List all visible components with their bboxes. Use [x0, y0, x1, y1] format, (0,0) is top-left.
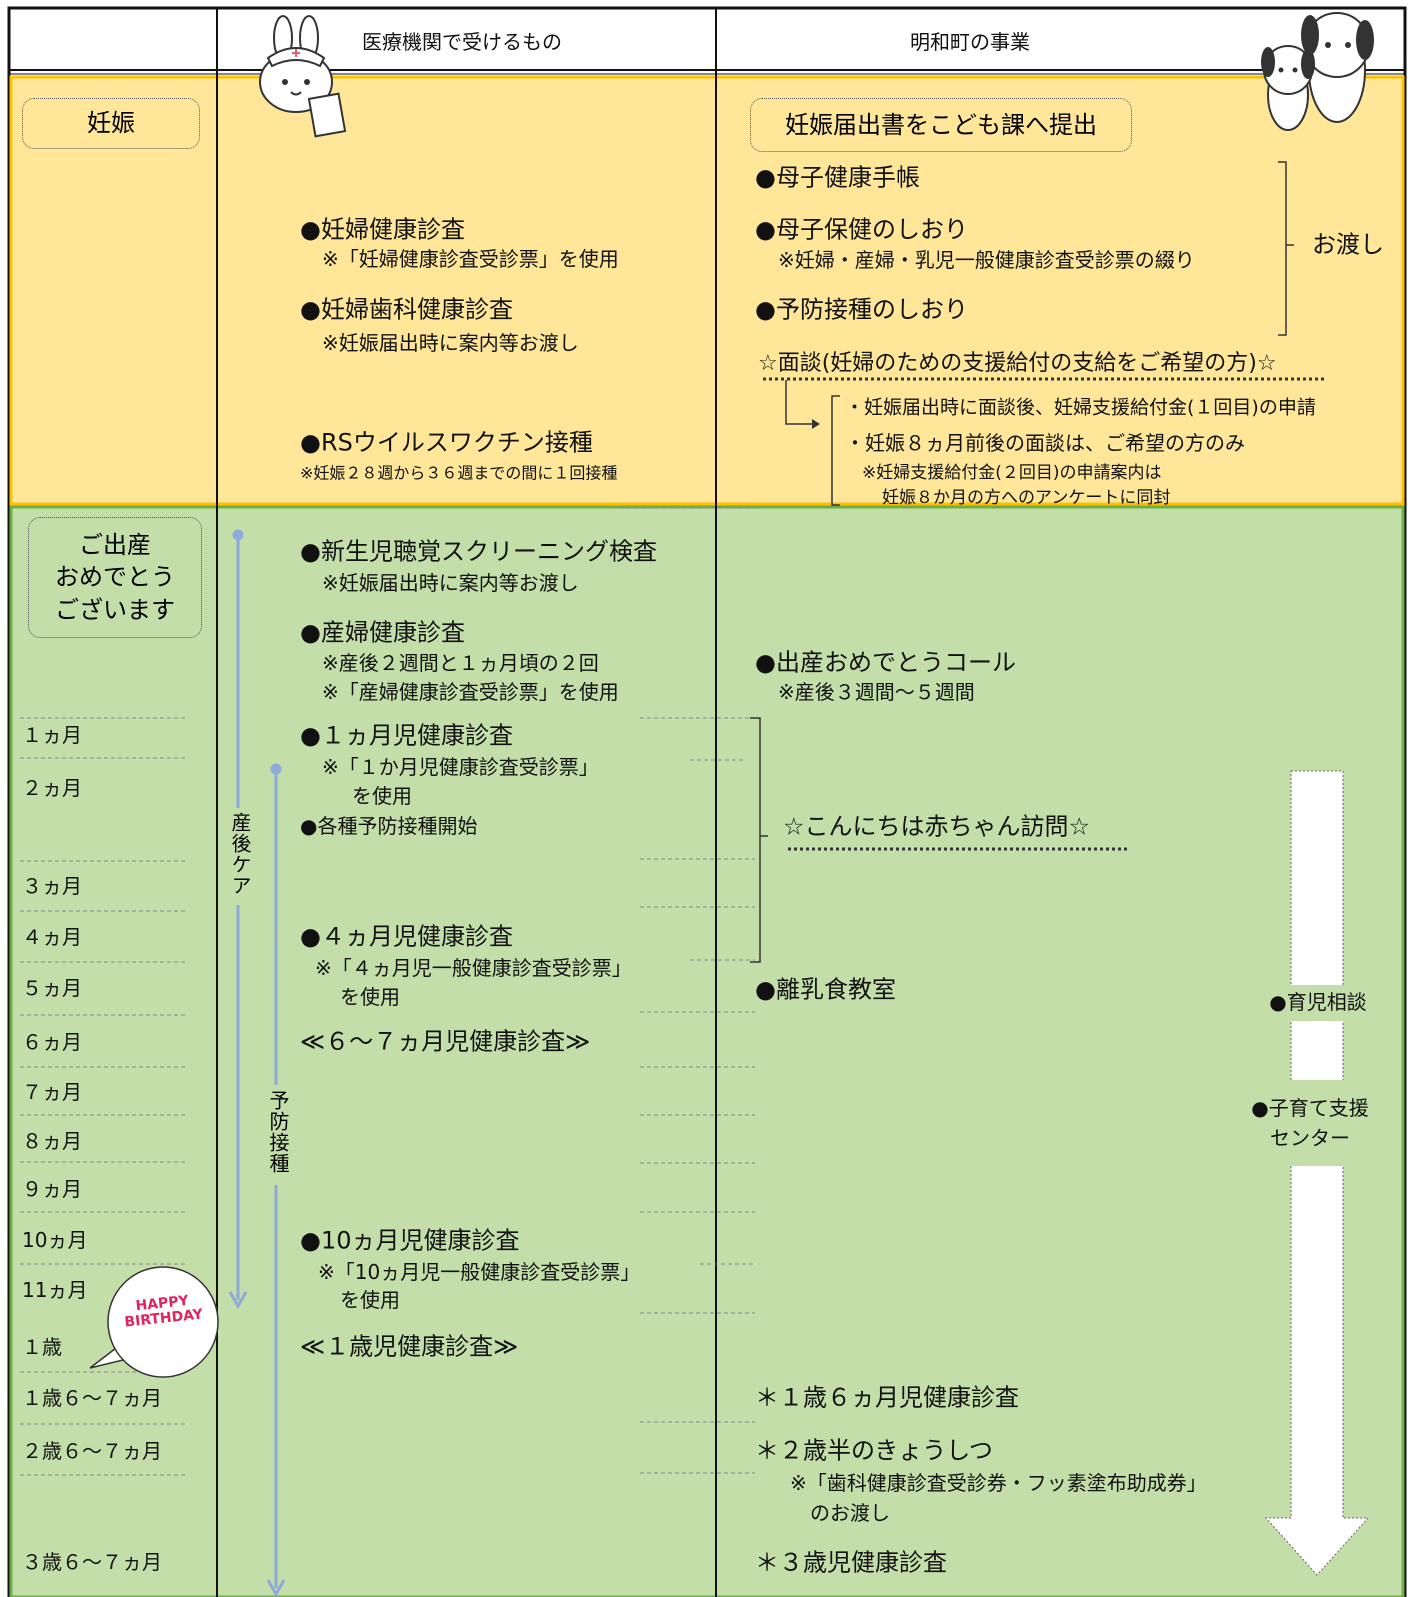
age-label: １歳６～７ヵ月 — [22, 1386, 162, 1410]
note: ※妊娠２８週から３６週までの間に１回接種 — [300, 463, 618, 483]
item: ●産婦健康診査 — [300, 618, 465, 647]
item: ※産後３週間～５週間 — [778, 680, 975, 704]
item: ＊２歳半のきょうしつ — [755, 1436, 993, 1465]
item: ※「10ヵ月児一般健康診査受診票」 — [318, 1260, 641, 1284]
age-label: ２歳６～７ヵ月 — [22, 1439, 162, 1463]
label-line: ございます — [55, 595, 175, 624]
age-label: 10ヵ月 — [22, 1228, 88, 1252]
interview: ☆面談(妊婦のための支援給付の支給をご希望の方)☆ — [758, 350, 1277, 376]
note: ・妊娠届出時に面談後、妊婦支援給付金(１回目)の申請 — [845, 396, 1316, 419]
age-label: １歳 — [22, 1335, 62, 1359]
item: ●出産おめでとうコール — [755, 648, 1016, 677]
item: ≪６～７ヵ月児健康診査≫ — [300, 1027, 591, 1056]
support: センター — [1270, 1126, 1350, 1150]
item: ●離乳食教室 — [755, 975, 896, 1004]
item: ※「１か月児健康診査受診票」 — [322, 755, 599, 779]
item: ※「産婦健康診査受診票」を使用 — [322, 680, 619, 704]
header-cell: 明和町の事業 — [910, 30, 1030, 54]
item: ●予防接種のしおり — [755, 295, 968, 324]
note: ※妊婦支援給付金(２回目)の申請案内は — [862, 462, 1162, 483]
note: ・妊娠８ヵ月前後の面談は、ご希望の方のみ — [845, 431, 1245, 455]
item: ●妊婦歯科健康診査 — [300, 295, 513, 324]
note: ※「妊婦健康診査受診票」を使用 — [322, 247, 619, 271]
section-label: ご出産 おめでとう ございます — [28, 517, 202, 638]
label-line: おめでとう — [55, 563, 175, 592]
item: ●各種予防接種開始 — [300, 814, 478, 838]
item: ●新生児聴覚スクリーニング検査 — [300, 537, 657, 566]
age-label: ２ヵ月 — [22, 776, 82, 800]
support: ●子育て支援 — [1251, 1096, 1369, 1120]
item: ≪１歳児健康診査≫ — [300, 1332, 519, 1361]
note: ※妊娠届出時に案内等お渡し — [322, 331, 579, 355]
item: ☆こんにちは赤ちゃん訪問☆ — [783, 812, 1091, 841]
age-label: ３歳６～７ヵ月 — [22, 1550, 162, 1574]
item: ※「４ヵ月児一般健康診査受診票」 — [315, 956, 632, 980]
age-label: ９ヵ月 — [22, 1177, 82, 1201]
step-box: 妊娠届出書をこども課へ提出 — [750, 98, 1132, 152]
item: ●10ヵ月児健康診査 — [300, 1226, 520, 1255]
age-label: ４ヵ月 — [22, 925, 82, 949]
header-cell: 医療機関で受けるもの — [362, 30, 562, 54]
age-label: 11ヵ月 — [22, 1278, 88, 1302]
item: ●RSウイルスワクチン接種 — [300, 428, 593, 457]
arrow-label: 産後ケア — [228, 812, 252, 896]
item: ●妊婦健康診査 — [300, 215, 465, 244]
age-label: １ヵ月 — [22, 723, 82, 747]
age-label: ５ヵ月 — [22, 976, 82, 1000]
item: のお渡し — [810, 1501, 890, 1525]
note: 妊娠８か月の方へのアンケートに同封 — [882, 487, 1171, 508]
arrow-label: 予防接種 — [266, 1090, 290, 1174]
section-label: 妊娠 — [22, 98, 200, 149]
handover: お渡し — [1312, 230, 1384, 259]
note: ※妊婦・産婦・乳児一般健康診査受診票の綴り — [778, 248, 1195, 272]
item: ※「歯科健康診査受診券・フッ素塗布助成券」 — [790, 1471, 1207, 1495]
item: ●４ヵ月児健康診査 — [300, 922, 513, 951]
support: ●育児相談 — [1269, 990, 1367, 1014]
item: ＊１歳６ヵ月児健康診査 — [755, 1383, 1019, 1412]
age-label: ８ヵ月 — [22, 1129, 82, 1153]
age-label: ３ヵ月 — [22, 874, 82, 898]
item: ※産後２週間と１ヵ月頃の２回 — [322, 651, 599, 675]
item: ＊３歳児健康診査 — [755, 1548, 947, 1577]
item: ●母子健康手帳 — [755, 163, 920, 192]
item: を使用 — [340, 985, 400, 1009]
item: を使用 — [352, 784, 412, 808]
item: ●母子保健のしおり — [755, 215, 968, 244]
item: を使用 — [340, 1288, 400, 1312]
age-label: ６ヵ月 — [22, 1030, 82, 1054]
label-line: ご出産 — [79, 530, 151, 559]
item: ※妊娠届出時に案内等お渡し — [322, 571, 579, 595]
age-label: ７ヵ月 — [22, 1080, 82, 1104]
item: ●１ヵ月児健康診査 — [300, 721, 513, 750]
